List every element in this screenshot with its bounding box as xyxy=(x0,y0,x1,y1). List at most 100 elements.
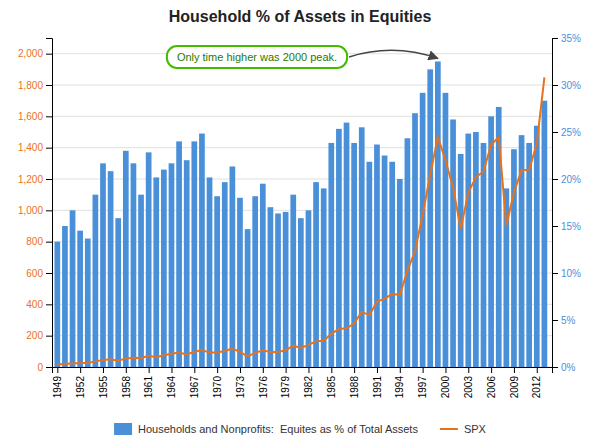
bar xyxy=(397,179,403,367)
tick-label: 1955 xyxy=(98,376,109,399)
bar xyxy=(298,218,304,367)
bar xyxy=(214,196,220,367)
tick-label: 600 xyxy=(26,268,43,279)
tick-label: 1,000 xyxy=(18,205,43,216)
tick: 1994 xyxy=(394,367,405,398)
legend-swatch xyxy=(114,423,132,435)
tick-mark xyxy=(552,226,558,227)
bar xyxy=(542,101,548,367)
tick: 1970 xyxy=(212,367,223,398)
axis-line xyxy=(53,368,553,374)
tick: 2009 xyxy=(509,367,520,398)
tick-mark xyxy=(468,367,469,373)
bar xyxy=(62,226,68,367)
bar xyxy=(534,126,540,367)
bar xyxy=(153,177,159,367)
tick-label: 1967 xyxy=(189,376,200,399)
tick-mark xyxy=(46,179,52,180)
tick: 2003 xyxy=(463,367,474,398)
tick-mark xyxy=(552,273,558,274)
bar xyxy=(427,69,433,367)
annotation: Only time higher was 2000 peak. xyxy=(167,46,438,68)
bar xyxy=(131,163,137,367)
bar xyxy=(169,163,175,367)
tick-mark xyxy=(491,367,492,373)
tick-mark xyxy=(308,367,309,373)
tick-mark xyxy=(126,367,127,373)
bar xyxy=(450,119,456,367)
tick-label: 1994 xyxy=(394,376,405,399)
tick-mark xyxy=(46,336,52,337)
tick-label: 1,200 xyxy=(18,174,43,185)
legend-item: Households and Nonprofits: Equites as % … xyxy=(114,423,418,435)
tick: 1973 xyxy=(235,367,246,398)
tick-label: 200 xyxy=(26,330,43,341)
bar xyxy=(70,210,76,367)
tick-mark xyxy=(80,367,81,373)
annotation-box xyxy=(167,46,347,68)
bar xyxy=(237,198,243,367)
tick-mark xyxy=(354,367,355,373)
tick-label: 800 xyxy=(26,236,43,247)
bar xyxy=(511,149,517,367)
legend-item: SPX xyxy=(440,423,487,435)
bar xyxy=(313,182,319,367)
grid-line xyxy=(52,85,552,86)
tick-mark xyxy=(217,367,218,373)
bar xyxy=(420,93,426,367)
bar xyxy=(184,160,190,367)
grid-line xyxy=(52,116,552,117)
tick-label: 1976 xyxy=(258,376,269,399)
bar xyxy=(108,171,114,367)
bar xyxy=(199,134,205,367)
tick-mark xyxy=(103,367,104,373)
bar xyxy=(275,213,281,367)
bar xyxy=(405,138,411,367)
tick-label: 1988 xyxy=(349,376,360,399)
tick-mark xyxy=(377,367,378,373)
x-axis: 1949195219551958196119641967197019731976… xyxy=(52,367,552,398)
tick-label: 1,600 xyxy=(18,111,43,122)
tick-mark xyxy=(286,367,287,373)
tick-mark xyxy=(514,367,515,373)
tick-mark xyxy=(552,367,558,368)
tick: 1985 xyxy=(326,367,337,398)
tick-label: 1949 xyxy=(52,376,63,399)
tick: 800 xyxy=(26,236,52,247)
tick-mark xyxy=(552,179,558,180)
tick: 1997 xyxy=(417,367,428,398)
bar xyxy=(245,229,251,367)
tick: 600 xyxy=(26,268,52,279)
tick: 1991 xyxy=(372,367,383,398)
bar xyxy=(268,207,274,367)
axis-line xyxy=(46,39,53,368)
tick-label: 15% xyxy=(561,221,581,232)
tick-mark xyxy=(57,367,58,373)
tick: 15% xyxy=(552,221,581,232)
bar xyxy=(382,156,388,368)
tick-mark xyxy=(240,367,241,373)
tick-label: 30% xyxy=(561,80,581,91)
tick: 2000 xyxy=(440,367,451,398)
tick-mark xyxy=(46,148,52,149)
plot: 1949195219551958196119641967197019731976… xyxy=(18,33,581,399)
bar xyxy=(443,93,449,367)
tick-mark xyxy=(194,367,195,373)
tick-mark xyxy=(552,38,558,39)
axis-line xyxy=(553,39,559,368)
bar xyxy=(458,154,464,367)
bar xyxy=(54,242,60,367)
bar xyxy=(366,162,372,367)
bar xyxy=(138,195,144,367)
tick: 2006 xyxy=(486,367,497,398)
bar xyxy=(222,182,228,367)
title: Household % of Assets in Equities xyxy=(169,8,432,25)
tick-label: 1985 xyxy=(326,376,337,399)
tick-label: 2012 xyxy=(531,376,542,399)
bar xyxy=(374,145,380,367)
tick: 1958 xyxy=(121,367,132,398)
tick-label: 1982 xyxy=(303,376,314,399)
tick: 1976 xyxy=(258,367,269,398)
tick-label: 400 xyxy=(26,299,43,310)
tick-mark xyxy=(46,273,52,274)
